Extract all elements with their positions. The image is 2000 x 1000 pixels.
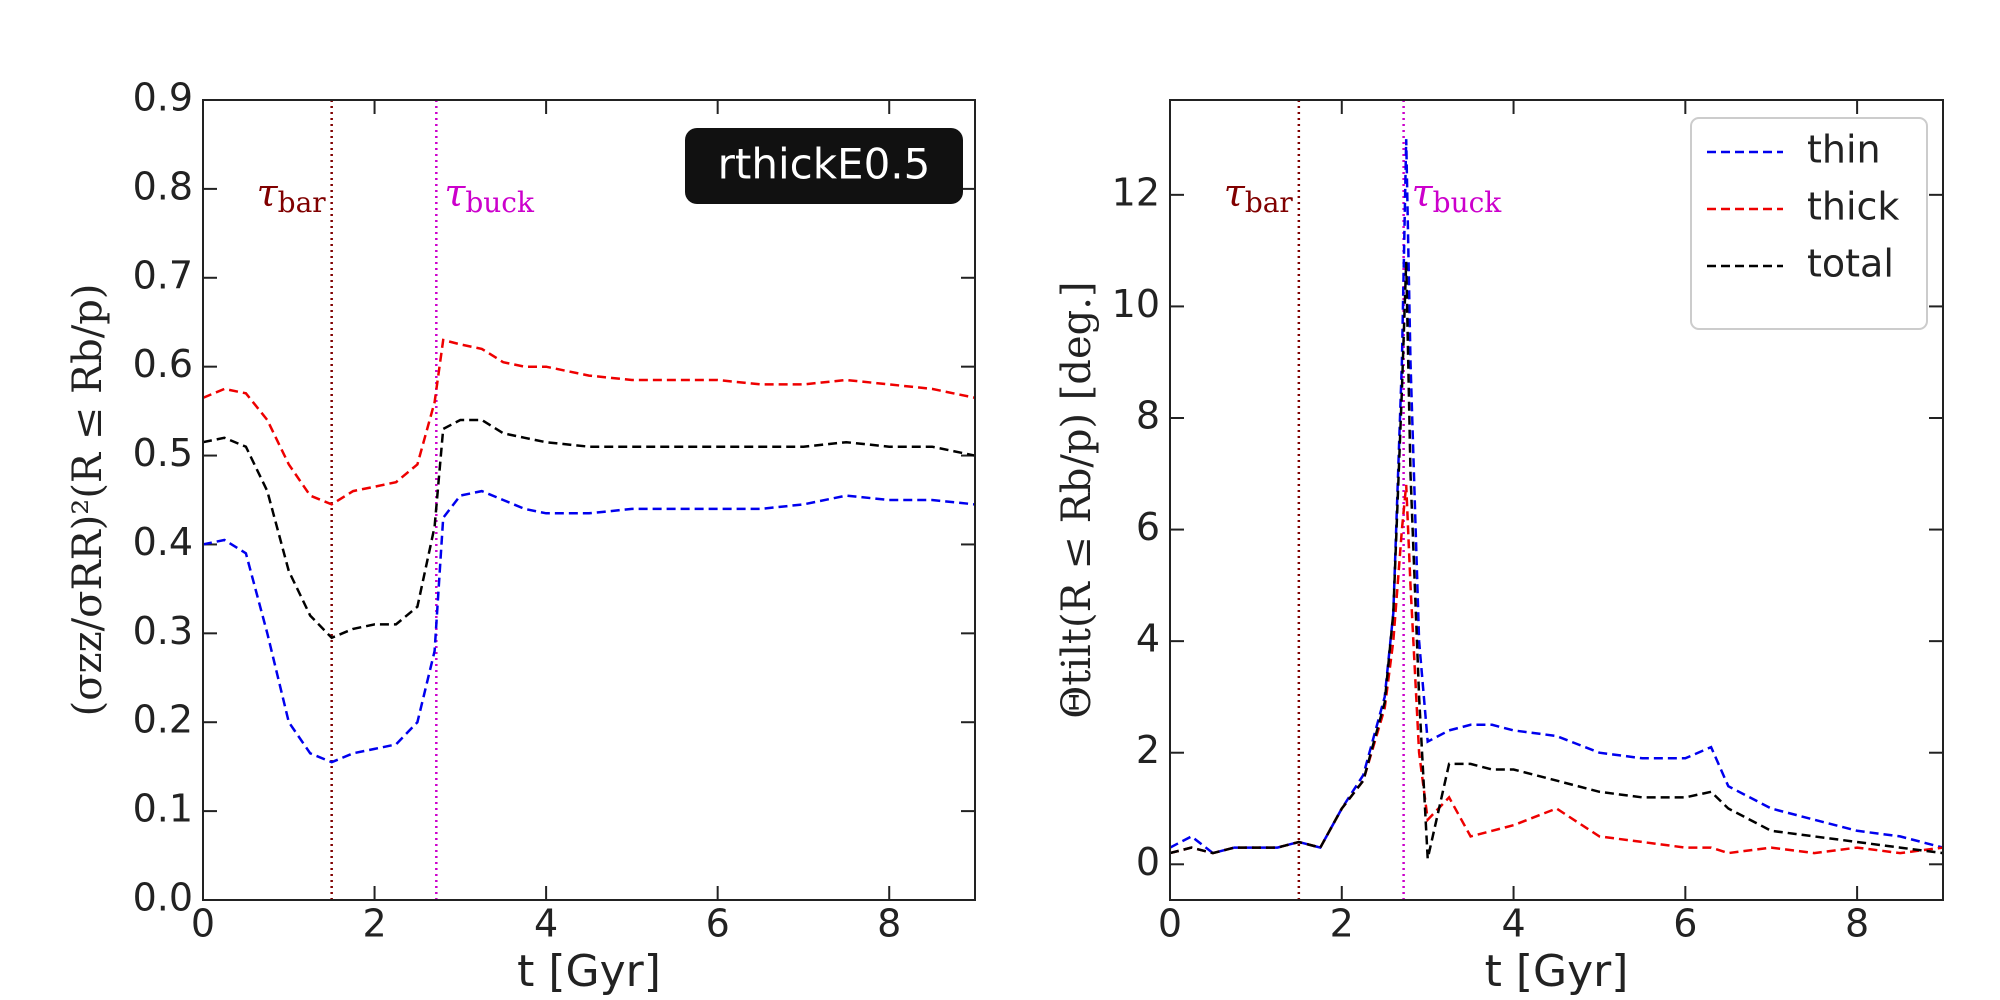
series-line <box>1170 484 1943 855</box>
x-axis-label: t [Gyr] <box>517 946 661 997</box>
label-box-text: rthickE0.5 <box>718 140 931 189</box>
event-label: τbar <box>257 171 327 219</box>
y-tick-label: 10 <box>1112 282 1160 326</box>
event-subscript: buck <box>465 186 535 219</box>
y-tick-label: 0.7 <box>133 253 193 297</box>
x-tick-label: 0 <box>1158 902 1182 946</box>
plot-frame <box>202 99 976 901</box>
series-line <box>203 489 975 764</box>
x-tick-label: 6 <box>1673 902 1697 946</box>
x-tick-label: 2 <box>362 902 386 946</box>
legend-label: thick <box>1807 185 1899 229</box>
y-axis-label: (σzz/σRR)²(R ≤ Rb/p) <box>65 284 111 717</box>
x-tick-label: 6 <box>706 902 730 946</box>
event-symbol: τ <box>257 171 279 215</box>
event-symbol: τ <box>1412 171 1434 215</box>
y-tick-label: 0 <box>1136 840 1160 884</box>
event-subscript: bar <box>278 186 327 219</box>
label-box <box>685 128 963 204</box>
y-tick-label: 0.1 <box>133 787 193 831</box>
series-line <box>203 338 975 506</box>
event-subscript: bar <box>1245 186 1294 219</box>
event-label: τbuck <box>444 171 535 219</box>
x-tick-label: 8 <box>877 902 901 946</box>
x-tick-label: 4 <box>1501 902 1525 946</box>
legend-box <box>1690 117 1928 330</box>
plot-frame <box>1169 99 1944 901</box>
y-tick-label: 0.6 <box>133 342 193 386</box>
event-label: τbar <box>1224 171 1294 219</box>
y-tick-label: 4 <box>1136 617 1160 661</box>
event-subscript: buck <box>1433 186 1503 219</box>
event-symbol: τ <box>444 171 466 215</box>
x-tick-label: 0 <box>191 902 215 946</box>
x-tick-label: 4 <box>534 902 558 946</box>
legend-label: total <box>1807 242 1894 286</box>
event-label: τbuck <box>1412 171 1503 219</box>
y-tick-label: 0.2 <box>133 698 193 742</box>
y-tick-label: 0.5 <box>133 431 193 475</box>
y-tick-label: 0.8 <box>133 164 193 208</box>
series-line <box>203 418 975 640</box>
event-symbol: τ <box>1224 171 1246 215</box>
legend-label: thin <box>1807 128 1881 172</box>
y-tick-label: 12 <box>1112 170 1160 214</box>
y-tick-label: 0.9 <box>133 76 193 120</box>
x-tick-label: 2 <box>1330 902 1354 946</box>
y-axis-label: Θtilt(R ≤ Rb/p) [deg.] <box>1054 281 1100 718</box>
series-line <box>1170 261 1943 859</box>
y-tick-label: 0.0 <box>133 876 193 920</box>
y-tick-label: 2 <box>1136 728 1160 772</box>
y-tick-label: 6 <box>1136 505 1160 549</box>
y-tick-label: 8 <box>1136 393 1160 437</box>
y-tick-label: 0.4 <box>133 520 193 564</box>
x-axis-label: t [Gyr] <box>1485 946 1629 997</box>
x-tick-label: 8 <box>1845 902 1869 946</box>
y-tick-label: 0.3 <box>133 609 193 653</box>
